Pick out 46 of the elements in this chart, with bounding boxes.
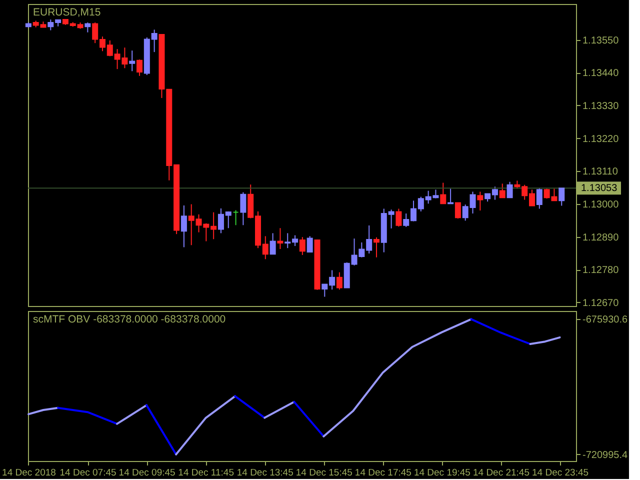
- chart-title: EURUSD,M15: [33, 6, 101, 18]
- candlestick: [506, 181, 513, 198]
- ref-line-label: 1.13053: [581, 183, 618, 194]
- y-tick-label: 1.12670: [582, 298, 620, 309]
- x-tick-label: 14 Dec 11:45: [178, 468, 234, 478]
- x-tick-label: 14 Dec 23:45: [532, 468, 589, 478]
- x-tick-label: 14 Dec 19:45: [414, 468, 470, 478]
- candlestick: [240, 192, 246, 226]
- candlestick: [84, 22, 91, 33]
- candlestick: [396, 208, 402, 228]
- y-tick-label: 1.13330: [582, 100, 620, 112]
- x-tick-label: 14 Dec 21:45: [472, 468, 530, 478]
- candlestick: [232, 210, 239, 226]
- candlestick: [499, 183, 506, 198]
- y-tick-label: 1.13550: [582, 35, 620, 46]
- candlestick: [180, 204, 187, 248]
- candlestick: [440, 182, 446, 204]
- candlestick: [454, 202, 461, 220]
- candlestick: [136, 59, 143, 76]
- x-tick-label: 14 Dec 07:45: [60, 468, 116, 478]
- candlestick: [448, 188, 454, 204]
- y-tick-label: -675930.6: [582, 314, 628, 326]
- y-tick-label: 1.12780: [582, 265, 620, 276]
- candlestick: [270, 232, 276, 255]
- candlestick: [373, 236, 380, 258]
- x-tick-label: 14 Dec 13:45: [236, 468, 294, 478]
- candlestick: [299, 236, 306, 256]
- candlestick: [536, 187, 542, 210]
- candlestick: [129, 50, 136, 72]
- y-tick-label: 1.13440: [582, 68, 620, 80]
- candlestick: [558, 188, 565, 206]
- x-tick-label: 14 Dec 09:45: [118, 468, 176, 478]
- x-tick-label: 14 Dec 2018: [2, 468, 56, 478]
- candlestick: [277, 228, 284, 250]
- candlestick: [336, 272, 342, 290]
- line-series: [322, 318, 472, 438]
- chart-title: scMTF OBV -683378.0000 -683378.0000: [33, 314, 226, 326]
- y-tick-label: 1.13110: [582, 166, 618, 178]
- y-tick-label: 1.13000: [582, 199, 620, 210]
- candlestick: [306, 236, 313, 252]
- candlestick: [477, 191, 484, 212]
- y-tick-label: -720995.4: [582, 450, 628, 461]
- y-tick-label: 1.12890: [582, 232, 620, 244]
- x-tick-label: 14 Dec 17:45: [354, 468, 412, 478]
- x-tick-label: 14 Dec 15:45: [296, 468, 352, 478]
- y-tick-label: 1.13220: [582, 134, 620, 145]
